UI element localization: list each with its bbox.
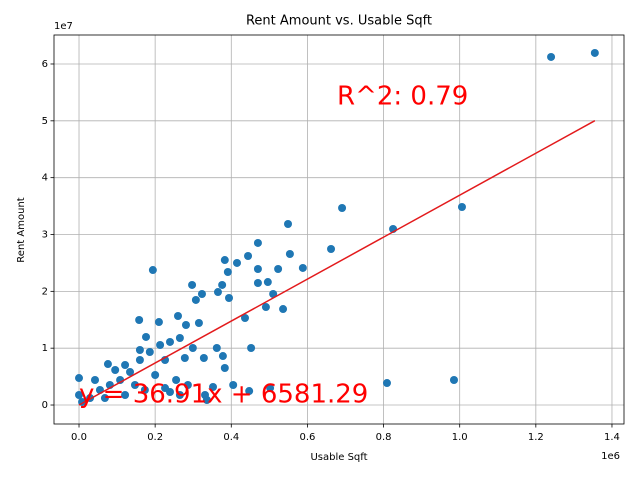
y-offset-label: 1e7 xyxy=(54,21,73,32)
marks xyxy=(75,48,599,407)
scatter-point xyxy=(266,384,275,393)
y-tick-label: 0 xyxy=(42,400,48,411)
x-tick-label: 0.2 xyxy=(147,432,163,443)
scatter-point xyxy=(213,288,222,297)
scatter-point xyxy=(121,361,130,370)
scatter-point xyxy=(218,280,227,289)
scatter-point xyxy=(247,344,256,353)
scatter-point xyxy=(263,278,272,287)
scatter-point xyxy=(382,379,391,388)
y-tick-label: 6 xyxy=(42,59,48,70)
scatter-point xyxy=(199,354,208,363)
y-tick-label: 3 xyxy=(42,230,48,241)
scatter-point xyxy=(547,52,556,61)
scatter-point xyxy=(338,204,347,213)
scatter-point xyxy=(253,238,262,247)
scatter-point xyxy=(202,396,211,405)
grid: 0.0 0.2 0.4 0.6 0.8 1.0 1.2 1.4 0 1 2 3 4 5 6 xyxy=(42,35,624,443)
scatter-point xyxy=(148,266,157,275)
x-offset-label: 1e6 xyxy=(601,451,620,462)
annotation: R^2: 0.79 xyxy=(337,82,468,112)
scatter-point xyxy=(154,318,163,327)
y-tick-label: 4 xyxy=(42,173,48,184)
x-tick-label: 0.6 xyxy=(299,432,315,443)
y-tick-label: 5 xyxy=(42,116,48,127)
scatter-point xyxy=(188,344,197,353)
scatter-point xyxy=(175,391,184,400)
scatter-point xyxy=(244,251,253,260)
scatter-point xyxy=(285,249,294,258)
scatter-point xyxy=(240,313,249,322)
x-tick-label: 0.4 xyxy=(223,432,239,443)
scatter-point xyxy=(180,354,189,363)
scatter-point xyxy=(223,268,232,277)
scatter-point xyxy=(209,382,218,391)
scatter-point xyxy=(298,263,307,272)
scatter-point xyxy=(135,345,144,354)
scatter-point xyxy=(188,280,197,289)
scatter-point xyxy=(279,305,288,314)
scatter-point xyxy=(225,293,234,302)
y-axis-label: Rent Amount xyxy=(16,197,27,262)
scatter-point xyxy=(181,320,190,329)
scatter-point xyxy=(172,376,181,385)
scatter-point xyxy=(274,265,283,274)
x-tick-label: 1.2 xyxy=(528,432,544,443)
y-tick-label: 1 xyxy=(42,343,48,354)
y-tick-label: 2 xyxy=(42,286,48,297)
annotation: y = 36.91x + 6581.29 xyxy=(79,380,368,410)
scatter-point xyxy=(165,388,174,397)
scatter-point xyxy=(151,371,160,380)
scatter-point xyxy=(232,258,241,267)
scatter-point xyxy=(212,344,221,353)
scatter-point xyxy=(191,295,200,304)
scatter-point xyxy=(173,312,182,321)
scatter-point xyxy=(75,374,84,383)
scatter-point xyxy=(100,394,109,403)
scatter-point xyxy=(449,376,458,385)
scatter-point xyxy=(261,303,270,312)
scatter-point xyxy=(218,352,227,361)
scatter-point xyxy=(194,318,203,327)
scatter-point xyxy=(156,340,165,349)
plot-frame xyxy=(53,34,625,425)
scatter-point xyxy=(145,347,154,356)
scatter-point xyxy=(90,376,99,385)
regression-line xyxy=(78,120,596,406)
scatter-point xyxy=(220,364,229,373)
x-tick-label: 0.0 xyxy=(71,432,87,443)
scatter-point xyxy=(220,256,229,265)
scatter-point xyxy=(130,381,139,390)
scatter-point xyxy=(126,367,135,376)
scatter-point xyxy=(165,337,174,346)
scatter-point xyxy=(229,381,238,390)
chart-title: Rent Amount vs. Usable Sqft xyxy=(246,14,432,29)
scatter-point xyxy=(140,386,149,395)
scatter-point xyxy=(135,356,144,365)
scatter-point xyxy=(142,332,151,341)
scatter-point xyxy=(121,391,130,400)
scatter-point xyxy=(327,244,336,253)
scatter-point xyxy=(253,265,262,274)
scatter-point xyxy=(197,290,206,299)
x-tick-label: 0.8 xyxy=(376,432,392,443)
scatter-point xyxy=(111,366,120,375)
scatter-point xyxy=(175,334,184,343)
x-tick-label: 1.4 xyxy=(604,432,620,443)
scatter-point xyxy=(269,290,278,299)
scatter-point xyxy=(284,219,293,228)
scatter-point xyxy=(75,391,84,400)
scatter-point xyxy=(253,278,262,287)
annotations: R^2: 0.79 y = 36.91x + 6581.29 xyxy=(79,82,468,410)
scatter-point xyxy=(183,381,192,390)
x-tick-label: 1.0 xyxy=(452,432,468,443)
scatter-point xyxy=(135,315,144,324)
scatter-point xyxy=(103,360,112,369)
scatter-point xyxy=(245,387,254,396)
x-axis-label: Usable Sqft xyxy=(310,452,367,463)
scatter-point xyxy=(457,202,466,211)
scatter-point xyxy=(590,48,599,57)
